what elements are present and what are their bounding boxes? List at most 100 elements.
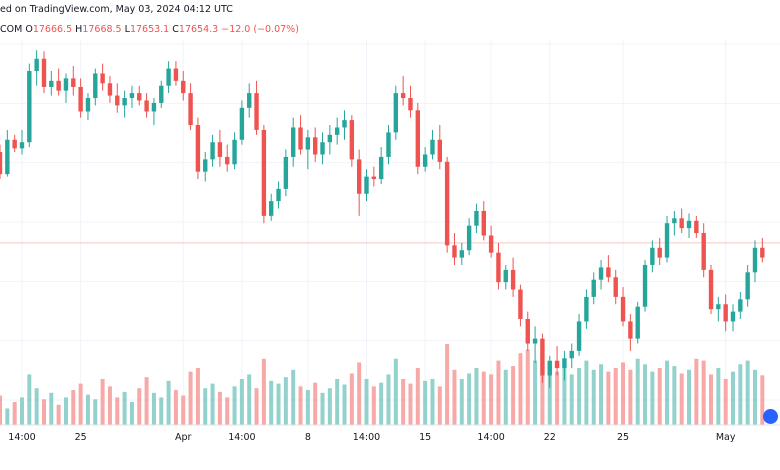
candle-body <box>459 250 464 258</box>
volume-bar <box>254 388 259 425</box>
volume-bar <box>401 379 406 425</box>
high-value: 17668.5 <box>82 24 122 35</box>
candle-body <box>708 269 714 310</box>
candle-body <box>422 154 428 167</box>
volume-bar <box>731 371 735 425</box>
candle-body <box>320 142 325 155</box>
candle-body <box>444 161 450 246</box>
volume-bar <box>430 379 435 425</box>
volume-bar <box>503 369 508 425</box>
candle-body <box>701 233 706 270</box>
candle-body <box>569 350 574 359</box>
candle-body <box>27 71 32 143</box>
volume-bar <box>760 375 765 425</box>
volume-bar <box>320 392 325 425</box>
candle-body <box>679 218 684 229</box>
volume-bar <box>745 360 750 425</box>
volume-bar <box>239 379 244 425</box>
volume-bar <box>459 379 464 425</box>
candle-body <box>400 93 406 99</box>
volume-bar <box>210 383 215 425</box>
volume-bar <box>298 386 303 425</box>
volume-bar <box>217 391 222 425</box>
volume-bar <box>555 371 560 425</box>
candle-body <box>327 134 333 143</box>
candle-body <box>628 321 633 339</box>
candle-body <box>0 152 3 175</box>
volume-bar <box>0 395 2 425</box>
tradingview-logo-icon[interactable] <box>763 409 778 424</box>
volume-bar <box>723 379 728 425</box>
volume-bar <box>203 388 208 425</box>
candle-body <box>276 188 281 202</box>
volume-bar <box>562 366 567 425</box>
candle-body <box>356 159 362 194</box>
close-label: C <box>172 24 179 35</box>
time-axis-label: 22 <box>544 432 556 443</box>
volume-bar <box>100 379 105 425</box>
candle-body <box>364 176 369 194</box>
volume-bar <box>261 358 266 425</box>
volume-bar <box>78 383 83 425</box>
volume-bar <box>511 366 516 425</box>
candle-body <box>760 247 765 258</box>
candle-body <box>532 338 538 344</box>
candle-body <box>210 142 215 160</box>
volume-bar <box>547 367 552 425</box>
candle-body <box>488 235 494 253</box>
candle-body <box>305 137 311 150</box>
volume-bar <box>122 391 127 425</box>
volume-bar <box>115 397 120 425</box>
change-value: −12.0 (−0.07%) <box>221 24 299 35</box>
candle-body <box>496 252 501 283</box>
candle-body <box>408 98 413 111</box>
candle-body <box>554 360 560 369</box>
volume-bar <box>577 367 582 425</box>
volume-bar <box>569 374 574 425</box>
volume-bar <box>181 395 186 425</box>
candle-body <box>547 360 552 376</box>
volume-bar <box>188 371 193 425</box>
candle-body <box>195 125 201 172</box>
volume-bar <box>423 380 428 425</box>
candle-body <box>144 100 149 112</box>
volume-bar <box>445 344 450 425</box>
candle-body <box>129 93 135 99</box>
volume-bar <box>129 402 134 425</box>
candle-body <box>49 80 54 87</box>
volume-bar <box>525 349 530 425</box>
candle-body <box>606 267 611 278</box>
volume-bar <box>313 382 318 425</box>
candle-body <box>56 80 61 91</box>
time-axis-label: 14:00 <box>477 432 504 443</box>
volume-bar <box>481 371 486 425</box>
volume-bar <box>137 388 142 425</box>
candle-body <box>342 120 347 128</box>
candle-body <box>137 93 142 101</box>
candle-body <box>664 223 670 258</box>
candle-body <box>474 210 479 226</box>
volume-bar <box>408 383 413 425</box>
candle-body <box>635 306 640 339</box>
time-axis-label: 15 <box>419 432 431 443</box>
volume-bar <box>144 377 149 425</box>
volume-bar <box>379 382 384 425</box>
volume-bar <box>716 367 721 425</box>
candle-body <box>225 156 230 165</box>
volume-bar <box>291 369 296 425</box>
volume-bar <box>437 386 442 425</box>
volume-bar <box>71 390 76 425</box>
candle-body <box>525 318 530 344</box>
volume-bar <box>41 399 46 425</box>
volume-bar <box>159 397 164 425</box>
volume-bar <box>225 397 230 425</box>
volume-bar <box>679 373 684 425</box>
volume-bar <box>151 392 156 425</box>
volume-bar <box>701 360 706 425</box>
volume-bar <box>738 364 743 425</box>
open-value: 17666.5 <box>32 24 73 35</box>
candle-body <box>510 269 516 290</box>
candle-body <box>107 83 113 96</box>
candle-body <box>650 247 655 265</box>
